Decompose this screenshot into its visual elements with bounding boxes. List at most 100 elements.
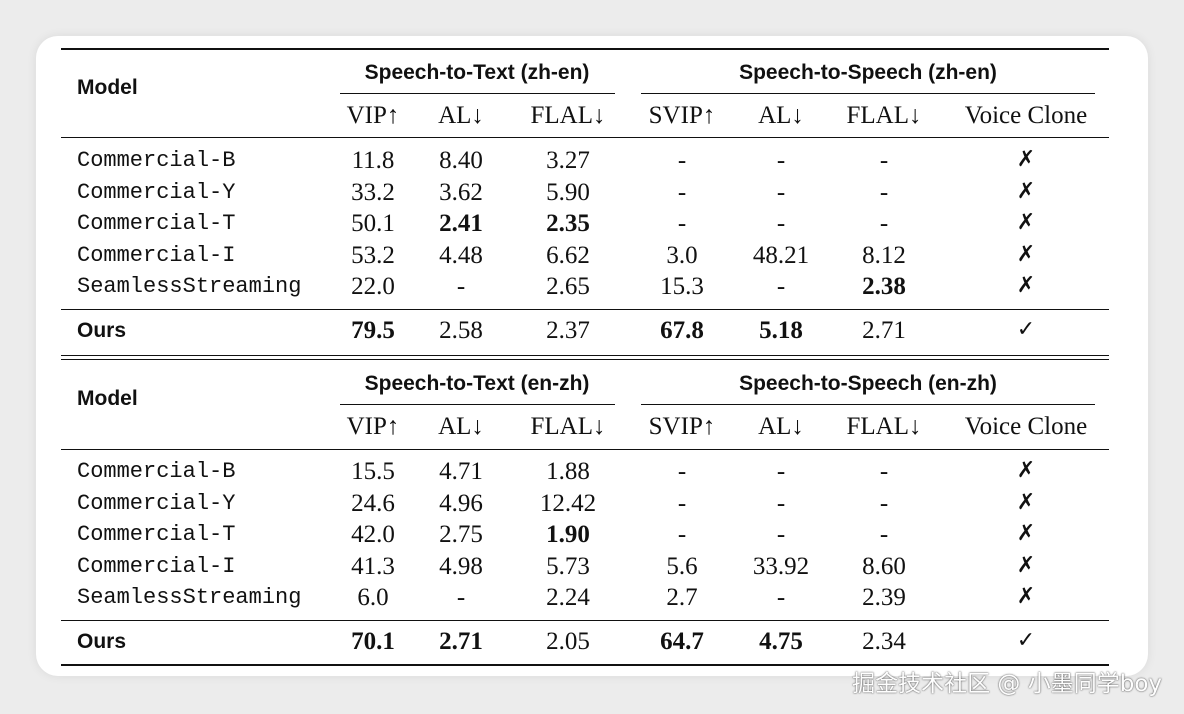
table-cell: 24.6 [351,490,395,517]
table-cell: 5.90 [546,179,590,206]
voice-clone-mark: ✗ [1016,147,1036,172]
table-cell: 53.2 [351,242,395,269]
voice-clone-mark: ✗ [1016,458,1036,483]
table-cell: 2.05 [546,628,590,655]
table-cell: - [677,210,687,237]
table-cell: 4.48 [439,242,483,269]
table-1-header-rule [61,449,1109,450]
table-cell: 64.7 [660,628,704,655]
column-header: AL↓ [758,102,804,129]
column-header: AL↓ [438,413,484,440]
table-cell: 67.8 [660,317,704,344]
watermark: 掘金技术社区 @ 小墨同学boy [852,671,1162,697]
table-cell: 2.71 [439,628,483,655]
table-cell: - [776,490,786,517]
table-cell: - [456,584,466,611]
table-cell: 3.62 [439,179,483,206]
table-cell: - [776,273,786,300]
model-header: Model [77,76,138,99]
table-cell: 15.5 [351,458,395,485]
column-header: SVIP↑ [648,102,716,129]
table-cell: - [677,179,687,206]
table-cell: 70.1 [351,628,395,655]
table-cell: - [879,521,889,548]
table-cell: 2.71 [862,317,906,344]
table-0-bottom-rule-a [61,355,1109,356]
table-cell: 5.18 [759,317,803,344]
table-1-ours-rule [61,620,1109,621]
table-cell: 2.41 [439,210,483,237]
table-cell: - [879,179,889,206]
model-header: Model [77,387,138,410]
table-cell: 2.38 [862,273,906,300]
voice-clone-mark: ✓ [1016,317,1036,342]
table-cell: 2.75 [439,521,483,548]
table-cell: 2.35 [546,210,590,237]
group-header-speech-to-speech: Speech-to-Speech (zh-en) [739,61,997,84]
table-cell: 2.58 [439,317,483,344]
column-header: AL↓ [438,102,484,129]
table-cell: 3.0 [666,242,698,269]
voice-clone-mark: ✗ [1016,521,1036,546]
group-header-speech-to-text: Speech-to-Text (en-zh) [364,372,590,395]
table-0-top-rule [61,48,1109,50]
table-cell: 11.8 [351,147,395,174]
table-cell: 4.96 [439,490,483,517]
voice-clone-mark: ✗ [1016,553,1036,578]
table-0-header-rule [61,137,1109,138]
voice-clone-mark: ✗ [1016,490,1036,515]
cmidrule-speech-to-text [340,93,615,94]
table-cell: - [879,210,889,237]
group-header-speech-to-text: Speech-to-Text (zh-en) [364,61,590,84]
column-header: FLAL↓ [530,413,606,440]
group-header-speech-to-speech: Speech-to-Speech (en-zh) [739,372,997,395]
model-name: Commercial-Y [77,180,236,205]
model-name-ours: Ours [77,319,127,342]
model-name: Commercial-I [77,554,236,579]
model-name: Commercial-B [77,459,236,484]
model-name: Commercial-T [77,211,236,236]
table-cell: - [677,458,687,485]
column-header: VIP↑ [346,102,400,129]
column-header: FLAL↓ [530,102,606,129]
model-name: Commercial-B [77,148,236,173]
table-cell: - [776,584,786,611]
table-cell: - [776,147,786,174]
column-header: SVIP↑ [648,413,716,440]
model-name: Commercial-I [77,243,236,268]
table-cell: - [776,521,786,548]
table-1-bottom-rule [61,664,1109,666]
table-cell: 33.2 [351,179,395,206]
table-cell: 79.5 [351,317,395,344]
table-0-ours-rule [61,309,1109,310]
cmidrule-speech-to-speech [641,404,1095,405]
results-card: Model Speech-to-Text (zh-en) Speech-to-Spe… [36,36,1148,676]
table-cell: 4.98 [439,553,483,580]
table-cell: 6.62 [546,242,590,269]
voice-clone-mark: ✗ [1016,210,1036,235]
table-cell: 8.60 [862,553,906,580]
table-cell: 6.0 [357,584,389,611]
model-name: Commercial-T [77,522,236,547]
model-name: SeamlessStreaming [77,585,302,610]
table-cell: 22.0 [351,273,395,300]
column-header: VIP↑ [346,413,400,440]
model-name: Commercial-Y [77,491,236,516]
table-cell: 1.88 [546,458,590,485]
table-cell: 1.90 [546,521,590,548]
table-cell: 4.75 [759,628,803,655]
table-cell: 5.6 [666,553,698,580]
table-cell: 12.42 [539,490,597,517]
table-cell: 3.27 [546,147,590,174]
table-cell: 8.40 [439,147,483,174]
voice-clone-mark: ✗ [1016,179,1036,204]
cmidrule-speech-to-speech [641,93,1095,94]
table-cell: - [677,490,687,517]
table-cell: 42.0 [351,521,395,548]
table-cell: 41.3 [351,553,395,580]
voice-clone-mark: ✗ [1016,273,1036,298]
table-cell: 2.65 [546,273,590,300]
cmidrule-speech-to-text [340,404,615,405]
table-cell: 8.12 [862,242,906,269]
column-header: AL↓ [758,413,804,440]
